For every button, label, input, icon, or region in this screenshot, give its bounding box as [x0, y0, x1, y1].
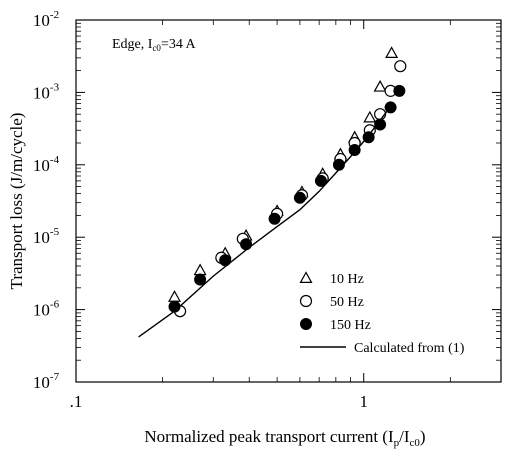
data-point [393, 84, 406, 97]
data-point [384, 101, 397, 114]
data-point [314, 174, 327, 187]
series-3 [138, 111, 388, 338]
data-point [362, 131, 375, 144]
y-tick-label: 10-2 [33, 9, 59, 30]
data-point [374, 118, 387, 131]
legend-marker [300, 318, 312, 330]
y-tick-label: 10-4 [33, 154, 60, 175]
data-point [373, 79, 387, 92]
data-point [293, 191, 306, 204]
y-tick-label: 10-3 [33, 81, 60, 102]
legend-label: 10 Hz [330, 272, 364, 287]
y-tick-label: 10-6 [33, 299, 60, 320]
legend-label: 150 Hz [330, 318, 371, 333]
y-axis-label: Transport loss (J/m/cycle) [7, 113, 26, 290]
calculated-curve [138, 111, 388, 338]
legend: 10 Hz 50 Hz 150 Hz Calculated from (1) [299, 271, 465, 356]
data-point [240, 238, 253, 251]
series-layer [138, 46, 407, 338]
data-point [348, 144, 361, 157]
legend-label: 50 Hz [330, 295, 364, 310]
y-tick-label: 10-5 [33, 226, 60, 247]
legend-marker [299, 294, 313, 308]
data-point [385, 46, 399, 59]
legend-label: Calculated from (1) [354, 341, 465, 356]
data-point [194, 273, 207, 286]
data-point [394, 60, 407, 73]
data-point [268, 212, 281, 225]
legend-marker [299, 271, 313, 283]
x-tick-label: .1 [70, 392, 83, 411]
x-tick-label: 1 [359, 392, 368, 411]
x-axis-label: Normalized peak transport current (Ip/Ic… [144, 427, 425, 449]
annotation-label: Edge, Ic0=34 A [112, 37, 197, 53]
series-2 [168, 84, 406, 313]
y-tick-label: 10-7 [33, 371, 60, 392]
data-point [363, 110, 377, 123]
plot-frame [75, 19, 502, 383]
axis-ticks: 10-7 10-6 10-5 10-4 10-3 10-2 .1 1 [33, 9, 502, 411]
